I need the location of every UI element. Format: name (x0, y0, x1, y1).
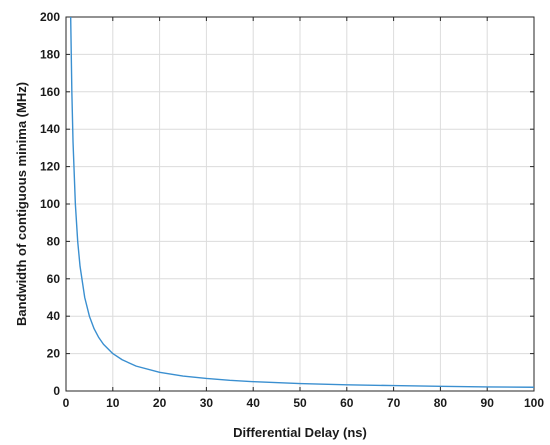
y-tick-label: 140 (40, 122, 60, 136)
x-tick-label: 70 (387, 396, 401, 410)
y-axis-label: Bandwidth of contiguous minima (MHz) (14, 82, 29, 326)
y-tick-label: 40 (47, 309, 61, 323)
x-tick-label: 30 (200, 396, 214, 410)
x-tick-label: 40 (247, 396, 261, 410)
grid-lines (65, 16, 535, 392)
y-tick-label: 200 (40, 10, 60, 24)
y-tick-label: 0 (53, 384, 60, 398)
y-tick-label: 60 (47, 272, 61, 286)
y-tick-label: 160 (40, 85, 60, 99)
x-tick-label: 60 (340, 396, 354, 410)
axis-ticks (65, 16, 535, 392)
x-axis-label: Differential Delay (ns) (233, 425, 367, 440)
x-tick-label: 0 (63, 396, 70, 410)
x-tick-label: 20 (153, 396, 167, 410)
x-tick-label: 90 (481, 396, 495, 410)
x-tick-label: 10 (106, 396, 120, 410)
y-tick-label: 120 (40, 160, 60, 174)
x-tick-label: 100 (524, 396, 544, 410)
x-tick-label: 50 (293, 396, 307, 410)
series-line-0 (69, 17, 534, 388)
series-layer (69, 17, 534, 388)
y-tick-label: 20 (47, 347, 61, 361)
y-tick-label: 100 (40, 197, 60, 211)
y-tick-label: 80 (47, 234, 61, 248)
x-tick-label: 80 (434, 396, 448, 410)
x-tick-labels: 0 10 20 30 40 50 60 70 80 90 100 (63, 396, 545, 410)
y-tick-labels: 0 20 40 60 80 100 120 140 160 180 200 (40, 10, 60, 398)
y-tick-label: 180 (40, 47, 60, 61)
